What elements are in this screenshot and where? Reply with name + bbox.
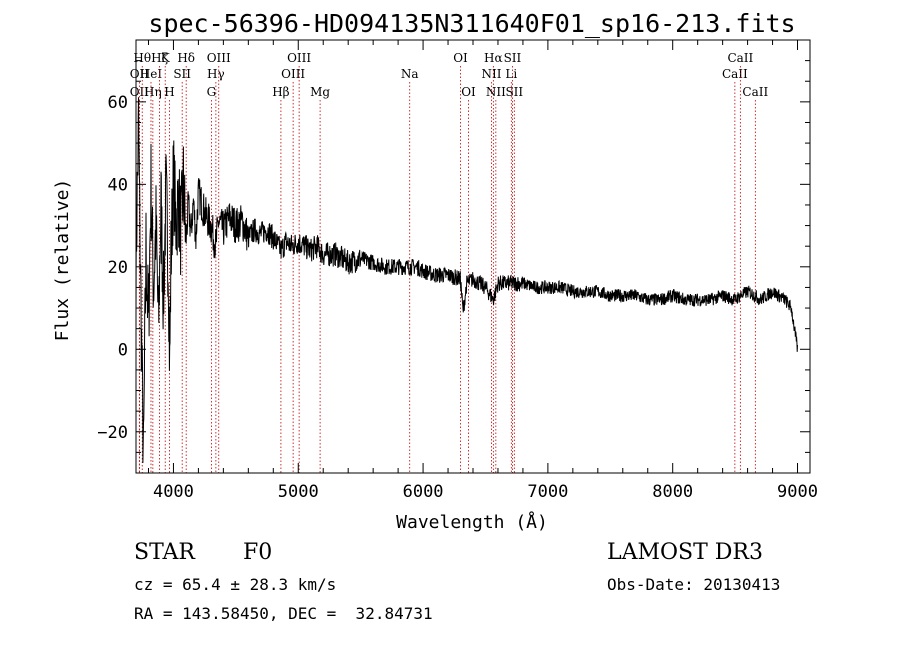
line-label: NII [486, 85, 506, 99]
x-tick-label: 5000 [278, 482, 319, 502]
spectrum-line [135, 97, 798, 463]
object-class: STAR [134, 540, 195, 565]
line-label: Hη [144, 85, 162, 99]
object-subclass: F0 [243, 540, 273, 565]
y-tick-label: 40 [108, 175, 128, 195]
spectrum-series [135, 97, 798, 463]
x-tick-label: 9000 [777, 482, 818, 502]
line-label: Na [401, 67, 419, 81]
y-tick-label: 60 [108, 93, 128, 113]
observation-date: Obs-Date: 20130413 [607, 575, 781, 594]
line-label: HeI [140, 67, 163, 81]
line-label: Hδ [177, 51, 195, 65]
line-label: Hζ [151, 51, 168, 65]
line-label: SII [504, 51, 522, 65]
y-tick-label: −20 [97, 423, 128, 443]
line-label: CaII [742, 85, 768, 99]
line-label: SII [505, 85, 523, 99]
line-label: H [164, 85, 174, 99]
line-label: OI [461, 85, 476, 99]
x-tick-label: 4000 [153, 482, 194, 502]
line-label: Hα [484, 51, 503, 65]
y-tick-label: 0 [118, 340, 128, 360]
y-axis: −20 0 20 40 60 [97, 39, 810, 474]
line-label: CaII [722, 67, 748, 81]
survey-name: LAMOST DR3 [607, 540, 763, 565]
line-label: OIII [207, 51, 231, 65]
line-label: OI [453, 51, 468, 65]
x-tick-label: 7000 [527, 482, 568, 502]
y-tick-label: 20 [108, 258, 128, 278]
line-label: G [207, 85, 217, 99]
line-label: CaII [727, 51, 753, 65]
x-tick-label: 8000 [652, 482, 693, 502]
line-label: OII [130, 85, 150, 99]
redshift-readout: cz = 65.4 ± 28.3 km/s [134, 575, 337, 594]
y-axis-label: Flux (relative) [52, 179, 73, 342]
line-label: NII [481, 67, 501, 81]
line-label: OIII [281, 67, 305, 81]
line-label: Li [505, 67, 517, 81]
line-label: Hθ [133, 51, 151, 65]
line-markers: OII OII Hθ Hη HeI HζK H SII Hδ G Hγ OIII Hβ OIII OIII M… [130, 51, 768, 473]
line-label: SII [173, 67, 191, 81]
line-label: Mg [310, 85, 330, 99]
chart-title: spec-56396-HD094135N311640F01_sp16-213.f… [148, 9, 795, 38]
line-label: OII [130, 67, 150, 81]
line-label: OIII [287, 51, 311, 65]
line-label: K [161, 51, 171, 65]
x-axis: 4000 5000 6000 7000 8000 9000 [147, 40, 818, 502]
x-axis-label: Wavelength (Å) [396, 511, 548, 533]
line-label: Hγ [207, 67, 225, 81]
x-tick-label: 6000 [403, 482, 444, 502]
plot-frame [135, 39, 811, 474]
line-label: Hβ [272, 85, 289, 99]
coordinates-readout: RA = 143.58450, DEC = 32.84731 [134, 604, 433, 623]
